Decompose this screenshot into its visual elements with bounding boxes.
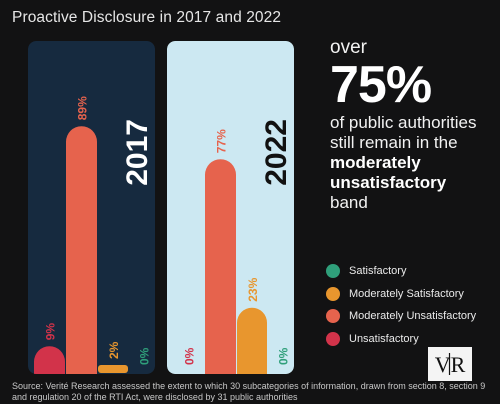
source-note: Source: Verité Research assessed the ext…: [12, 381, 486, 403]
data-label-satisfactory: 0%: [277, 347, 291, 365]
legend-swatch: [326, 286, 340, 301]
chart-svg-2022: 0% 77% 23% 0% 2022: [167, 41, 294, 374]
legend-swatch: [326, 309, 340, 324]
data-label-moderately-unsatisfactory: 77%: [215, 129, 229, 153]
bar-unsatisfactory: [34, 346, 65, 374]
callout: over 75% of public authorities still rem…: [330, 37, 495, 213]
panel-2022: 0% 77% 23% 0% 2022: [167, 41, 294, 374]
bar-moderately-satisfactory: [237, 307, 267, 374]
legend-label: Moderately Unsatisfactory: [349, 310, 477, 323]
year-label-2022: 2022: [260, 119, 293, 186]
callout-percentage: 75%: [330, 55, 432, 114]
callout-pre: over: [330, 37, 367, 58]
chart-svg-2017: 9% 89% 2% 0% 2017: [28, 41, 155, 374]
data-label-moderately-satisfactory: 2%: [107, 341, 121, 359]
legend-swatch: [326, 331, 340, 346]
data-label-moderately-unsatisfactory: 89%: [76, 96, 90, 120]
legend-label: Unsatisfactory: [349, 332, 419, 345]
data-label-moderately-satisfactory: 23%: [246, 277, 260, 301]
legend-item-satisfactory: Satisfactory: [326, 260, 496, 283]
callout-emphasis: moderately unsatisfactory: [330, 152, 447, 192]
legend-label: Satisfactory: [349, 265, 407, 278]
legend-item-moderately-satisfactory: Moderately Satisfactory: [326, 283, 496, 306]
callout-post: band: [330, 192, 368, 212]
bar-moderately-unsatisfactory: [66, 126, 97, 374]
legend-item-moderately-unsatisfactory: Moderately Unsatisfactory: [326, 305, 496, 328]
year-label-2017: 2017: [121, 119, 154, 186]
legend-label: Moderately Satisfactory: [349, 287, 464, 300]
chart-title: Proactive Disclosure in 2017 and 2022: [12, 9, 282, 26]
legend-item-unsatisfactory: Unsatisfactory: [326, 328, 496, 351]
data-label-unsatisfactory: 0%: [183, 347, 197, 365]
callout-body: of public authorities still remain in th…: [330, 112, 477, 152]
bar-moderately-unsatisfactory: [205, 159, 236, 374]
legend: Satisfactory Moderately Satisfactory Mod…: [326, 260, 496, 350]
logo-text: VR: [435, 352, 466, 377]
verite-research-logo: VR: [428, 347, 472, 381]
panel-2017: 9% 89% 2% 0% 2017: [28, 41, 155, 374]
data-label-unsatisfactory: 9%: [44, 323, 58, 341]
data-label-satisfactory: 0%: [138, 347, 152, 365]
bar-moderately-satisfactory: [98, 365, 128, 373]
legend-swatch: [326, 264, 340, 279]
